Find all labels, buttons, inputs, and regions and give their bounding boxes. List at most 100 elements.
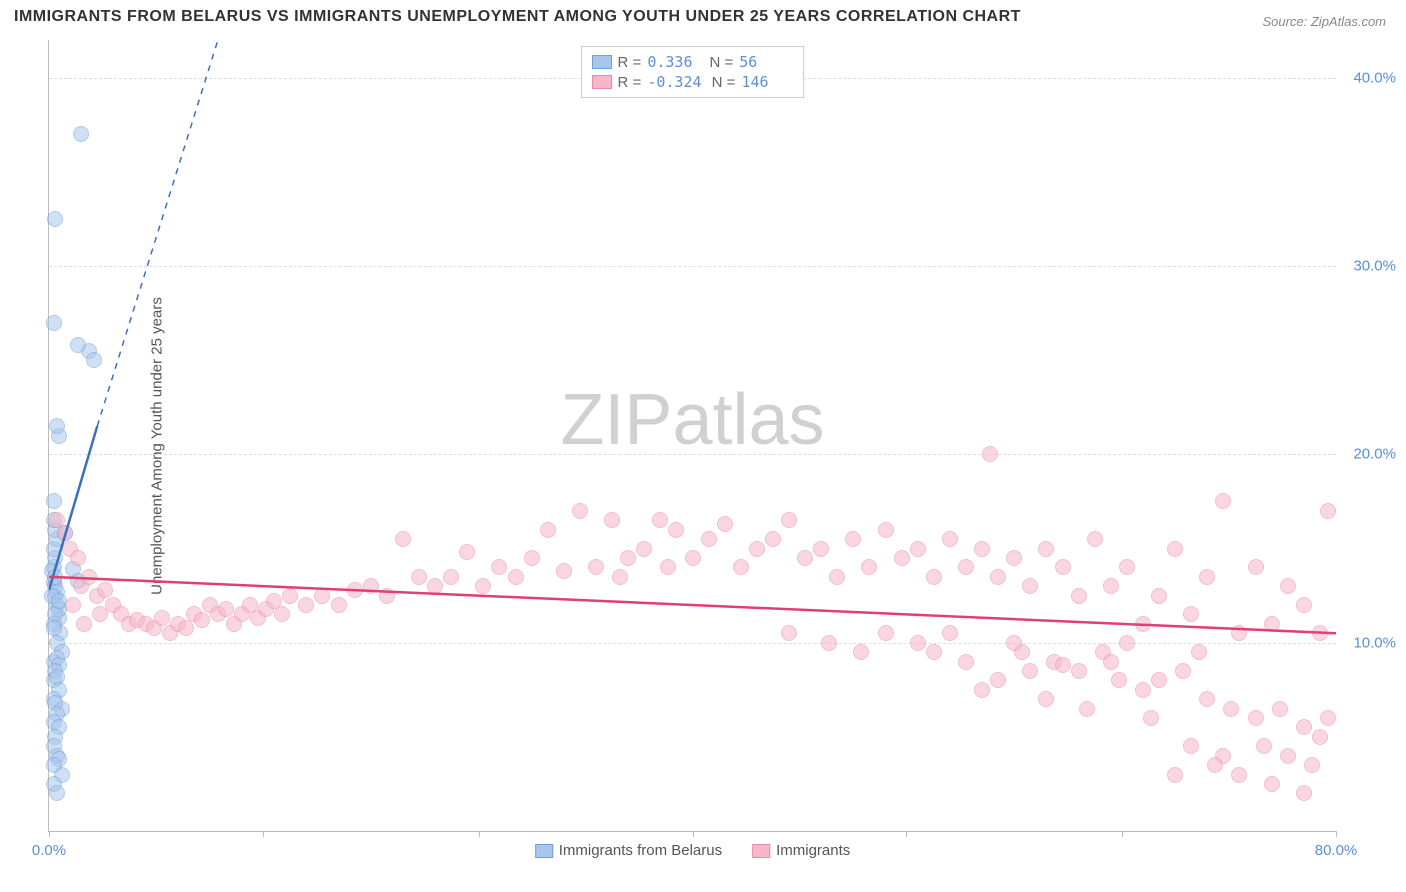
data-point: [620, 550, 636, 566]
data-point: [813, 541, 829, 557]
data-point: [331, 597, 347, 613]
series-legend: Immigrants from Belarus Immigrants: [535, 842, 851, 859]
data-point: [1231, 767, 1247, 783]
data-point: [1167, 767, 1183, 783]
data-point: [910, 541, 926, 557]
legend-series-item: Immigrants from Belarus: [535, 842, 722, 859]
data-point: [49, 418, 65, 434]
data-point: [218, 601, 234, 617]
gridline-h: [49, 454, 1336, 455]
data-point: [1079, 701, 1095, 717]
data-point: [1312, 729, 1328, 745]
source-label: Source: ZipAtlas.com: [1262, 14, 1386, 29]
data-point: [1103, 578, 1119, 594]
data-point: [1320, 710, 1336, 726]
data-point: [1006, 550, 1022, 566]
data-point: [1143, 710, 1159, 726]
gridline-h: [49, 266, 1336, 267]
data-point: [894, 550, 910, 566]
data-point: [46, 315, 62, 331]
data-point: [958, 559, 974, 575]
data-point: [363, 578, 379, 594]
data-point: [990, 672, 1006, 688]
legend-stat-row: R =0.336 N =56: [592, 53, 794, 71]
data-point: [46, 620, 62, 636]
data-point: [636, 541, 652, 557]
data-point: [845, 531, 861, 547]
x-tick-label: 0.0%: [32, 842, 66, 859]
data-point: [524, 550, 540, 566]
data-point: [861, 559, 877, 575]
data-point: [47, 569, 63, 585]
data-point: [1199, 569, 1215, 585]
x-tickmark: [1336, 831, 1337, 837]
y-tick-label: 10.0%: [1353, 634, 1396, 651]
data-point: [1022, 578, 1038, 594]
data-point: [1087, 531, 1103, 547]
data-point: [1231, 625, 1247, 641]
data-point: [612, 569, 628, 585]
data-point: [1135, 682, 1151, 698]
data-point: [1191, 644, 1207, 660]
data-point: [51, 593, 67, 609]
data-point: [974, 682, 990, 698]
data-point: [1207, 757, 1223, 773]
data-point: [1304, 757, 1320, 773]
data-point: [781, 512, 797, 528]
data-point: [540, 522, 556, 538]
data-point: [733, 559, 749, 575]
data-point: [1264, 776, 1280, 792]
data-point: [97, 582, 113, 598]
data-point: [1151, 588, 1167, 604]
data-point: [1175, 663, 1191, 679]
data-point: [86, 352, 102, 368]
data-point: [668, 522, 684, 538]
data-point: [81, 569, 97, 585]
data-point: [274, 606, 290, 622]
data-point: [508, 569, 524, 585]
data-point: [604, 512, 620, 528]
data-point: [57, 525, 73, 541]
data-point: [1320, 503, 1336, 519]
x-tickmark: [906, 831, 907, 837]
gridline-h: [49, 643, 1336, 644]
watermark: ZIPatlas: [560, 379, 824, 461]
chart-title: IMMIGRANTS FROM BELARUS VS IMMIGRANTS UN…: [14, 8, 1021, 26]
data-point: [588, 559, 604, 575]
data-point: [65, 597, 81, 613]
data-point: [1280, 578, 1296, 594]
data-point: [556, 563, 572, 579]
legend-series-item: Immigrants: [752, 842, 850, 859]
trend-lines-layer: [49, 40, 1336, 831]
data-point: [47, 211, 63, 227]
data-point: [1111, 672, 1127, 688]
data-point: [942, 531, 958, 547]
data-point: [443, 569, 459, 585]
y-tick-label: 30.0%: [1353, 258, 1396, 275]
data-point: [395, 531, 411, 547]
data-point: [298, 597, 314, 613]
data-point: [1223, 701, 1239, 717]
data-point: [379, 588, 395, 604]
data-point: [1248, 710, 1264, 726]
data-point: [878, 522, 894, 538]
data-point: [49, 785, 65, 801]
data-point: [1183, 606, 1199, 622]
data-point: [781, 625, 797, 641]
data-point: [1006, 635, 1022, 651]
data-point: [1167, 541, 1183, 557]
data-point: [1038, 541, 1054, 557]
data-point: [652, 512, 668, 528]
data-point: [853, 644, 869, 660]
data-point: [347, 582, 363, 598]
data-point: [427, 578, 443, 594]
data-point: [1296, 597, 1312, 613]
data-point: [749, 541, 765, 557]
x-tickmark: [263, 831, 264, 837]
data-point: [926, 569, 942, 585]
data-point: [797, 550, 813, 566]
data-point: [1055, 657, 1071, 673]
data-point: [475, 578, 491, 594]
data-point: [717, 516, 733, 532]
data-point: [1248, 559, 1264, 575]
